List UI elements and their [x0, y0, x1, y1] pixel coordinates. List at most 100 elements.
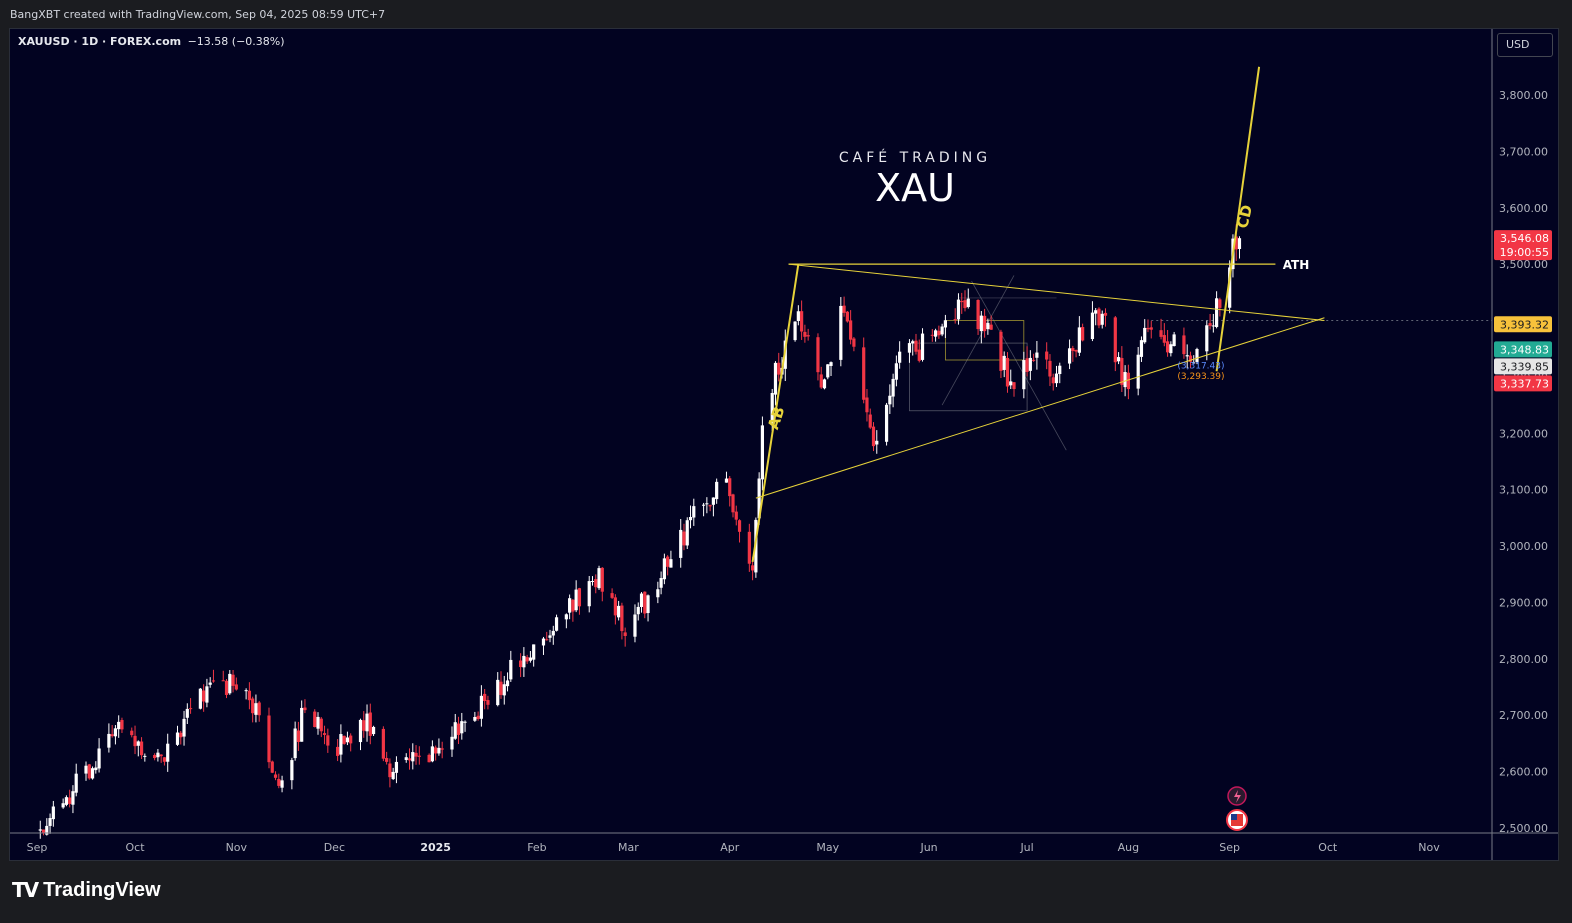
range-box — [909, 342, 1028, 412]
candle-body — [1074, 350, 1078, 352]
triangle-lower-line[interactable] — [755, 317, 1325, 499]
candle-body — [179, 732, 183, 738]
candle-body — [505, 680, 510, 687]
candle-body — [826, 364, 830, 378]
candle-body — [273, 774, 278, 778]
candle-body — [711, 497, 715, 505]
candle-body — [1094, 310, 1098, 314]
candle-body — [61, 803, 65, 808]
candle-body — [541, 638, 546, 646]
candle-body — [639, 593, 644, 607]
cd-leg[interactable] — [1215, 66, 1261, 372]
candle-body — [757, 478, 761, 519]
candle-body — [300, 707, 304, 742]
author-credit: BangXBT created with TradingView.com, Se… — [10, 8, 386, 21]
candle-body — [326, 735, 330, 746]
candle-body — [228, 673, 232, 694]
candle-body — [267, 715, 271, 763]
candle-body — [1081, 327, 1085, 341]
candle-body — [568, 598, 572, 613]
chart-frame[interactable] — [9, 28, 1559, 861]
level-label-blue: (3,317.43) — [1177, 361, 1224, 371]
candle-body — [633, 614, 637, 637]
candle-body — [1172, 334, 1176, 347]
candle-body — [894, 363, 898, 380]
candle-body — [829, 362, 833, 366]
candle-body — [692, 506, 696, 518]
candle-body — [202, 690, 206, 702]
triangle-upper-line[interactable] — [788, 263, 1325, 322]
price-axis[interactable]: 2,500.00 2,600.00 2,700.00 2,800.00 2,900.00… — [1491, 29, 1548, 860]
symbol-name[interactable]: XAUUSD · 1D · FOREX.com — [18, 35, 182, 48]
candle-body — [1113, 317, 1117, 363]
tradingview-logo-icon: TV — [12, 878, 39, 902]
candle-body — [600, 567, 604, 592]
candle-body — [943, 320, 947, 328]
price-label-box — [1494, 358, 1552, 375]
candle-body — [41, 829, 46, 834]
candle-body — [51, 806, 55, 820]
cd-label[interactable]: CD — [1233, 203, 1256, 230]
currency-button[interactable]: USD — [1497, 33, 1553, 57]
candle-body — [153, 755, 157, 759]
price-tick-label: 3,000.00 — [1499, 540, 1548, 553]
candle-body — [884, 404, 889, 442]
top-bar: BangXBT created with TradingView.com, Se… — [0, 0, 1572, 28]
ab-leg[interactable] — [751, 264, 800, 563]
candle-body — [417, 755, 421, 757]
candle-body — [224, 680, 229, 695]
candle-body — [960, 301, 964, 303]
price-tick-label: 2,600.00 — [1499, 766, 1548, 779]
footer — [0, 861, 1572, 923]
candle-body — [940, 326, 944, 335]
candle-body — [1012, 382, 1016, 390]
candle-body — [875, 440, 879, 445]
price-tick-label: 2,800.00 — [1499, 653, 1548, 666]
price-tick-label: 3,100.00 — [1499, 484, 1548, 497]
candle-body — [175, 732, 180, 745]
candle-body — [1149, 327, 1153, 330]
candle-body — [251, 698, 255, 714]
candle-body — [414, 752, 418, 757]
candle-body — [358, 719, 363, 743]
candle-body — [737, 520, 742, 532]
candle-body — [156, 752, 160, 758]
candle-body — [953, 319, 957, 321]
brand-watermark: CAFÉ TRADING — [838, 150, 992, 166]
candle-body — [430, 746, 434, 762]
tradingview-logo[interactable]: TV TradingView — [12, 878, 161, 902]
candle-body — [907, 343, 912, 353]
drawing-tools[interactable]: AB CD ATH (3,317.43)(3,293.39) — [751, 66, 1325, 563]
ab-label[interactable]: AB — [764, 404, 788, 431]
candle-body — [871, 426, 876, 447]
candle-body — [852, 338, 856, 347]
time-axis[interactable]: Sep Oct Nov Dec 2025 Feb Mar Apr May Jun Jul Aug Sep… — [10, 832, 1558, 854]
candle-body — [486, 700, 490, 705]
candle-body — [1032, 359, 1036, 361]
candle-body — [483, 693, 487, 702]
candle-body — [617, 605, 621, 618]
candle-body — [976, 300, 980, 330]
candle-body — [1139, 340, 1144, 357]
candle-body — [185, 708, 189, 718]
candle-body — [747, 531, 751, 564]
candle-body — [888, 395, 892, 405]
us-flag-icon-canton — [1231, 814, 1237, 820]
event-icons[interactable] — [1226, 786, 1248, 831]
candle-body — [434, 747, 438, 754]
candle-body — [143, 755, 147, 757]
candle-body — [793, 321, 797, 341]
price-label-box — [1494, 230, 1552, 261]
price-change: −13.58 (−0.38%) — [187, 35, 285, 48]
ath-label[interactable]: ATH — [1283, 258, 1310, 272]
candle-body — [107, 733, 111, 748]
candle-body — [211, 680, 216, 682]
candle-body — [545, 639, 549, 641]
candle-body — [525, 657, 529, 662]
candle-body — [685, 520, 689, 546]
symbol-legend[interactable]: XAUUSD · 1D · FOREX.com −13.58 (−0.38%) — [18, 35, 285, 48]
candle-body — [1162, 335, 1166, 343]
candle-body — [1195, 349, 1199, 362]
candle-body — [1097, 308, 1101, 326]
